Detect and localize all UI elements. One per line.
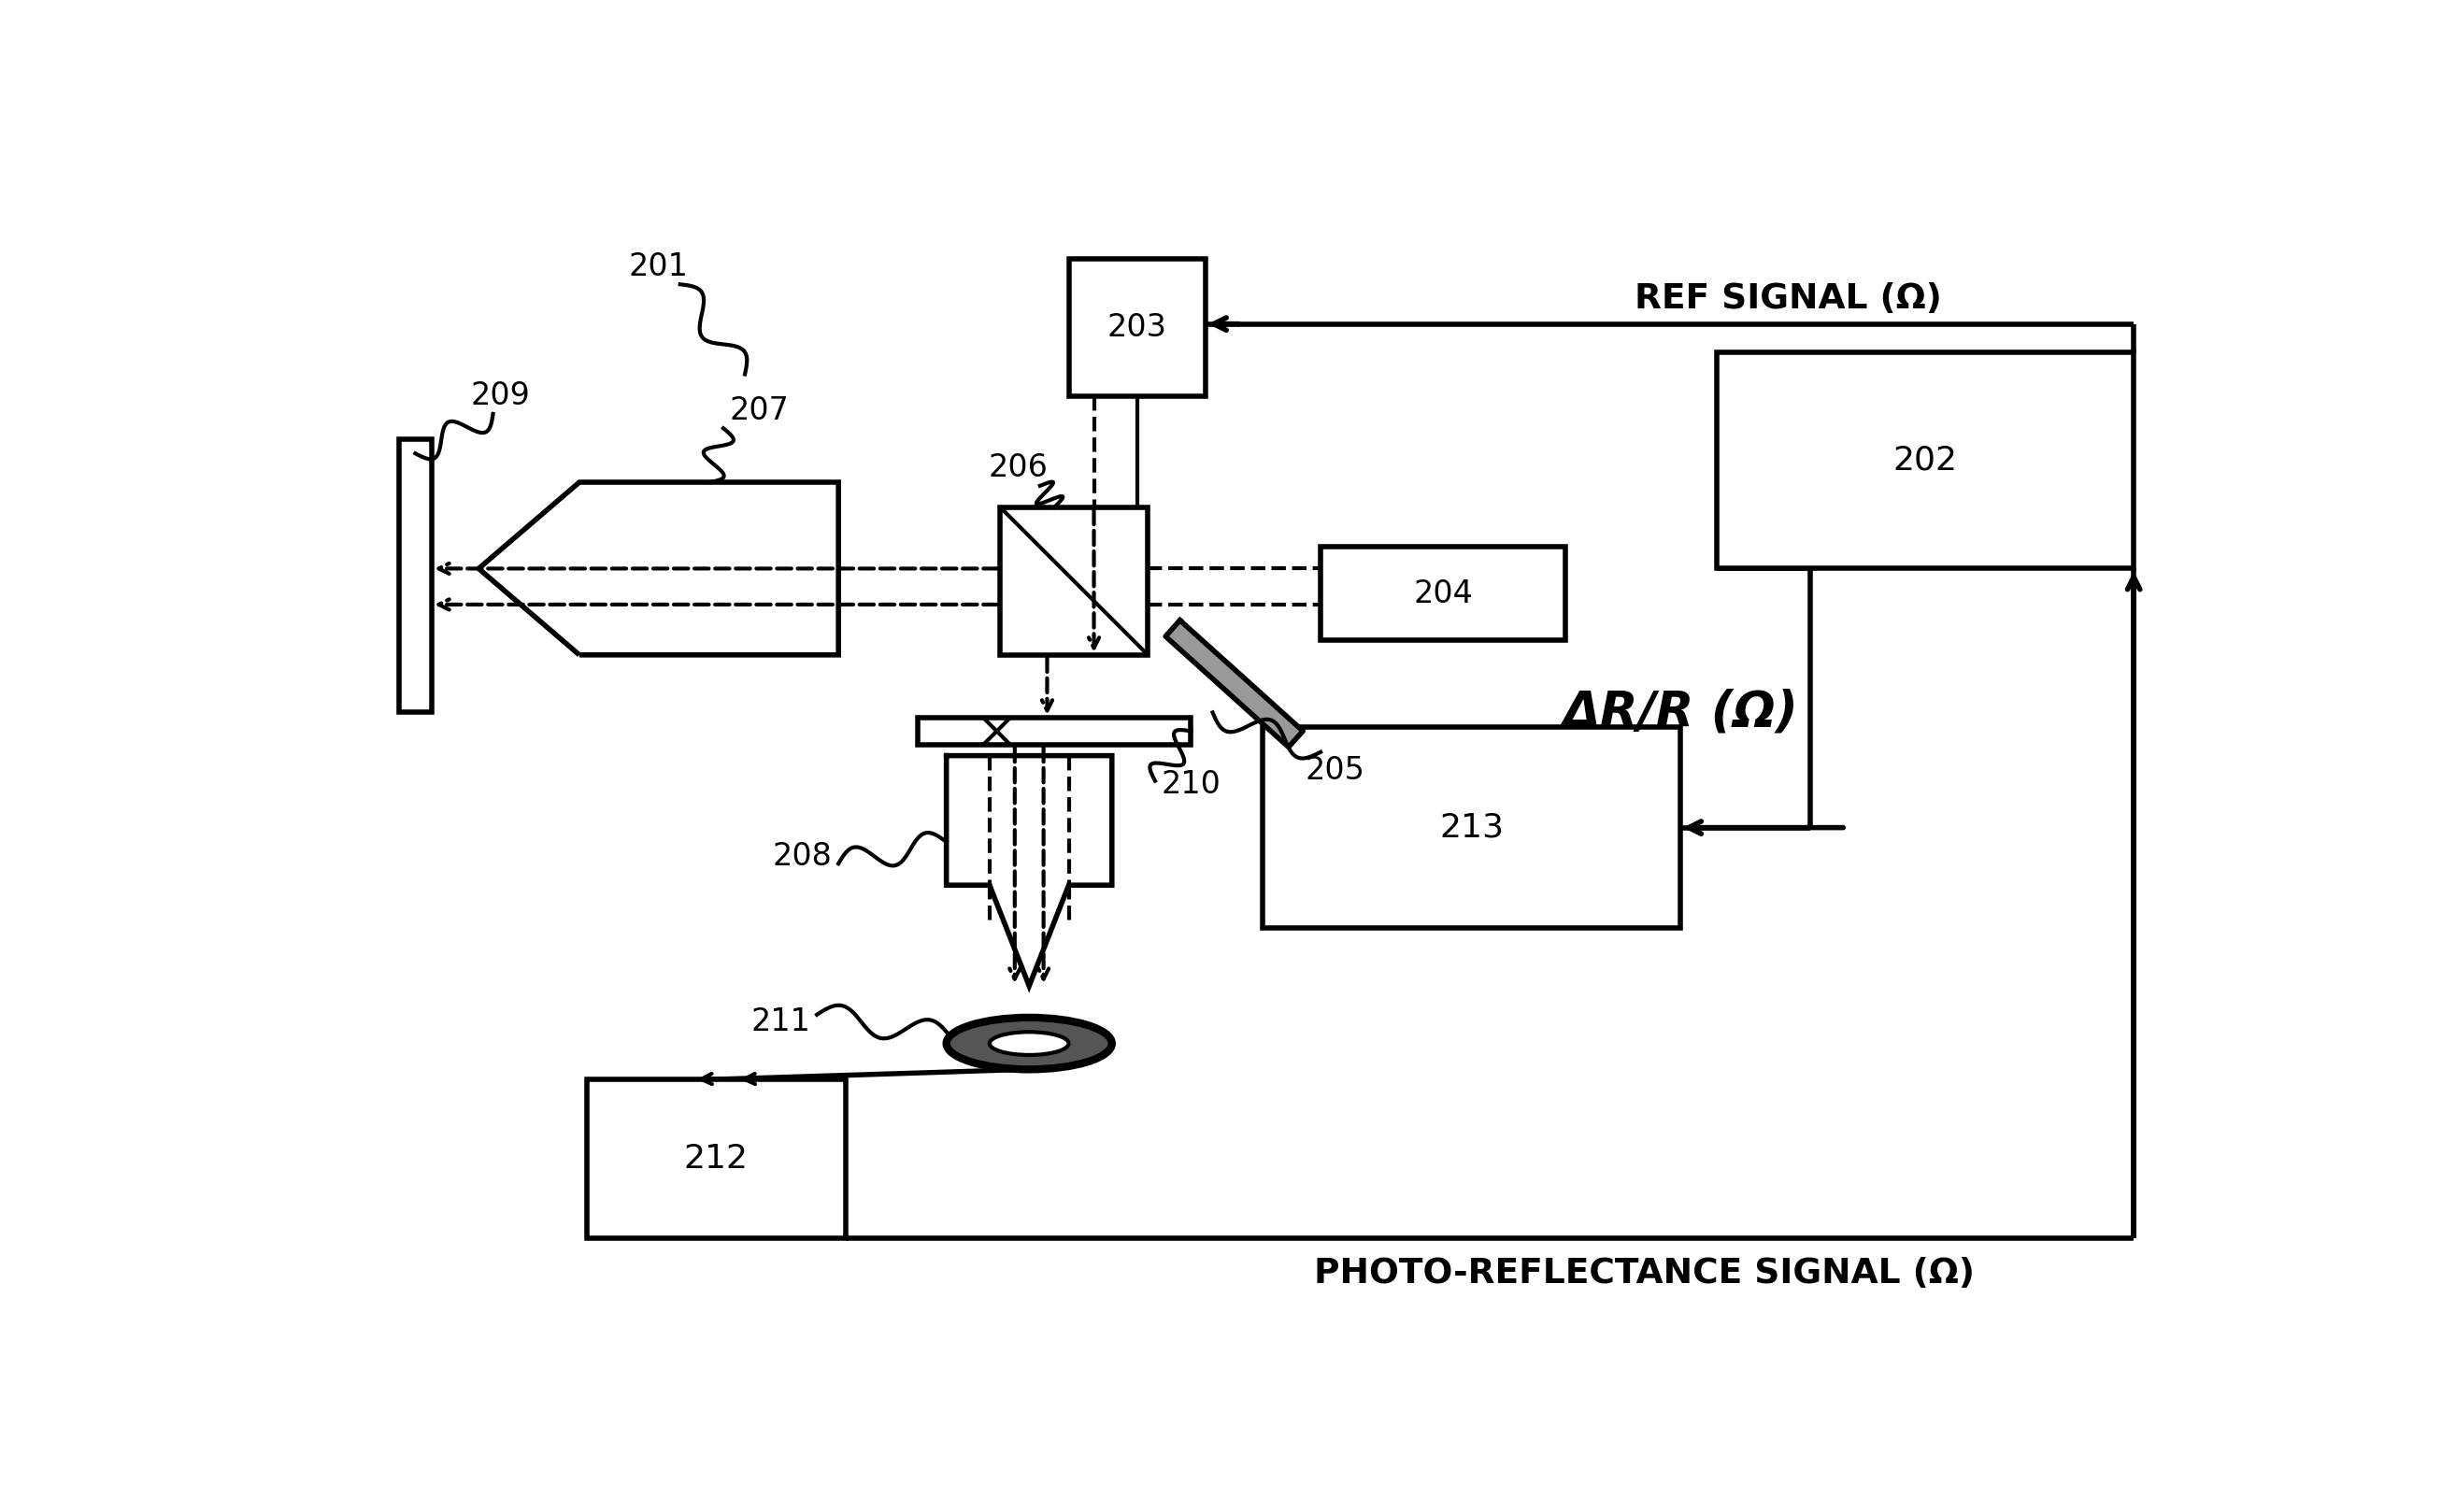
Polygon shape (1167, 620, 1304, 747)
FancyBboxPatch shape (587, 1080, 845, 1238)
FancyBboxPatch shape (1068, 259, 1206, 396)
Text: 206: 206 (987, 452, 1049, 484)
Polygon shape (479, 482, 837, 655)
Text: PHOTO-REFLECTANCE SIGNAL (Ω): PHOTO-REFLECTANCE SIGNAL (Ω) (1314, 1256, 1975, 1291)
Text: 201: 201 (629, 251, 688, 281)
FancyBboxPatch shape (919, 718, 1191, 745)
Text: REF SIGNAL (Ω): REF SIGNAL (Ω) (1636, 281, 1943, 316)
Text: 207: 207 (729, 395, 788, 426)
FancyBboxPatch shape (1717, 352, 2134, 569)
Ellipse shape (990, 1033, 1068, 1055)
FancyBboxPatch shape (1000, 508, 1147, 655)
Text: 212: 212 (683, 1143, 749, 1175)
Text: 211: 211 (752, 1007, 810, 1037)
FancyBboxPatch shape (400, 438, 432, 712)
FancyBboxPatch shape (1262, 727, 1680, 928)
Text: 213: 213 (1439, 812, 1503, 844)
Text: 202: 202 (1894, 445, 1957, 476)
Text: 208: 208 (774, 841, 833, 872)
Text: 209: 209 (472, 381, 530, 411)
Text: 204: 204 (1412, 578, 1474, 609)
Text: 203: 203 (1108, 311, 1167, 343)
FancyBboxPatch shape (1321, 547, 1564, 641)
Text: 205: 205 (1304, 754, 1366, 785)
Polygon shape (946, 756, 1113, 986)
Text: 210: 210 (1162, 770, 1221, 800)
Text: ΔR/R (Ω): ΔR/R (Ω) (1562, 688, 1798, 736)
Ellipse shape (946, 1018, 1113, 1069)
